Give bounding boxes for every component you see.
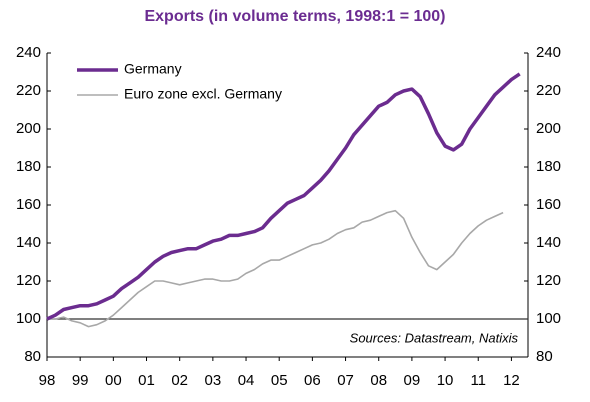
y-tick-label: 180 <box>16 158 41 175</box>
y-tick-label: 200 <box>16 120 41 137</box>
x-tick-label: 09 <box>404 372 421 389</box>
x-tick-label: 03 <box>205 372 222 389</box>
y-tick-label: 160 <box>16 196 41 213</box>
y-tick-label: 100 <box>16 310 41 327</box>
y2-tick-label: 120 <box>536 272 561 289</box>
y-tick-label: 140 <box>16 234 41 251</box>
y-tick-label: 120 <box>16 272 41 289</box>
y-tick-label: 240 <box>16 44 41 61</box>
x-tick-label: 01 <box>138 372 155 389</box>
x-tick-label: 04 <box>238 372 255 389</box>
y2-tick-label: 80 <box>536 348 553 365</box>
legend-label: Germany <box>124 61 182 77</box>
y2-tick-label: 100 <box>536 310 561 327</box>
y2-tick-label: 140 <box>536 234 561 251</box>
y2-tick-label: 180 <box>536 158 561 175</box>
y-tick-label: 80 <box>24 348 41 365</box>
y2-tick-label: 240 <box>536 44 561 61</box>
x-tick-label: 02 <box>171 372 188 389</box>
legend-label: Euro zone excl. Germany <box>124 86 282 102</box>
x-tick-label: 98 <box>39 372 56 389</box>
x-tick-label: 99 <box>72 372 89 389</box>
x-tick-label: 00 <box>105 372 122 389</box>
y2-tick-label: 220 <box>536 82 561 99</box>
series-line <box>47 209 504 328</box>
y-tick-label: 220 <box>16 82 41 99</box>
series-line <box>46 72 521 321</box>
x-tick-label: 10 <box>437 372 454 389</box>
annotation: Sources: Datastream, Natixis <box>350 330 519 345</box>
x-tick-label: 11 <box>470 372 486 389</box>
y2-tick-label: 160 <box>536 196 561 213</box>
x-tick-label: 08 <box>370 372 387 389</box>
y2-tick-label: 200 <box>536 120 561 137</box>
x-tick-label: 07 <box>337 372 354 389</box>
chart-title: Exports (in volume terms, 1998:1 = 100) <box>144 8 445 25</box>
x-tick-label: 06 <box>304 372 321 389</box>
x-tick-label: 12 <box>503 372 520 389</box>
x-tick-label: 05 <box>271 372 288 389</box>
